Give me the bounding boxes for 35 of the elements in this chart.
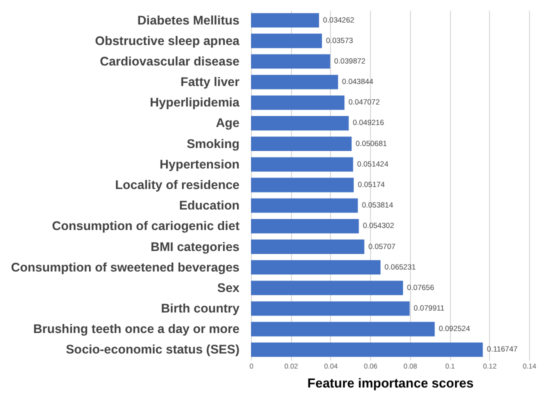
x-axis-title: Feature importance scores (307, 376, 474, 390)
bar (251, 218, 359, 234)
bar (251, 95, 344, 110)
bar (251, 322, 435, 336)
bar (251, 54, 330, 69)
y-tick-label: Hypertension (160, 157, 240, 172)
y-tick-label: Fatty liver (180, 75, 240, 90)
y-tick-label: Birth country (161, 302, 240, 316)
bar (251, 280, 404, 296)
y-tick-label: Hyperlipidemia (150, 96, 241, 110)
y-tick-label: Cardiovascular disease (100, 54, 240, 68)
bar (251, 301, 410, 316)
bar (251, 116, 349, 130)
y-tick-label: Obstructive sleep apnea (94, 34, 241, 48)
y-tick-label: Locality of residence (115, 178, 240, 192)
bar (251, 260, 381, 275)
y-tick-label: BMI categories (150, 240, 240, 254)
bar (251, 136, 352, 152)
y-tick-label: Brushing teeth once a day or more (33, 322, 240, 336)
bar (251, 178, 354, 192)
y-tick-label: Smoking (186, 136, 240, 151)
bar (251, 157, 354, 172)
y-tick-label: Age (216, 116, 240, 130)
bar (251, 74, 338, 90)
y-tick-label: Diabetes Mellitus (137, 13, 240, 28)
y-tick-label: Consumption of cariogenic diet (52, 219, 240, 234)
bar (251, 13, 320, 28)
y-tick-label: Education (179, 198, 240, 213)
bar (251, 342, 483, 357)
y-tick-label: Socio-economic status (SES) (66, 342, 240, 357)
bar (251, 34, 322, 48)
y-tick-label: Sex (217, 280, 240, 295)
y-tick-label: Consumption of sweetened beverages (10, 260, 240, 274)
bar (251, 240, 364, 254)
bar (251, 198, 358, 213)
